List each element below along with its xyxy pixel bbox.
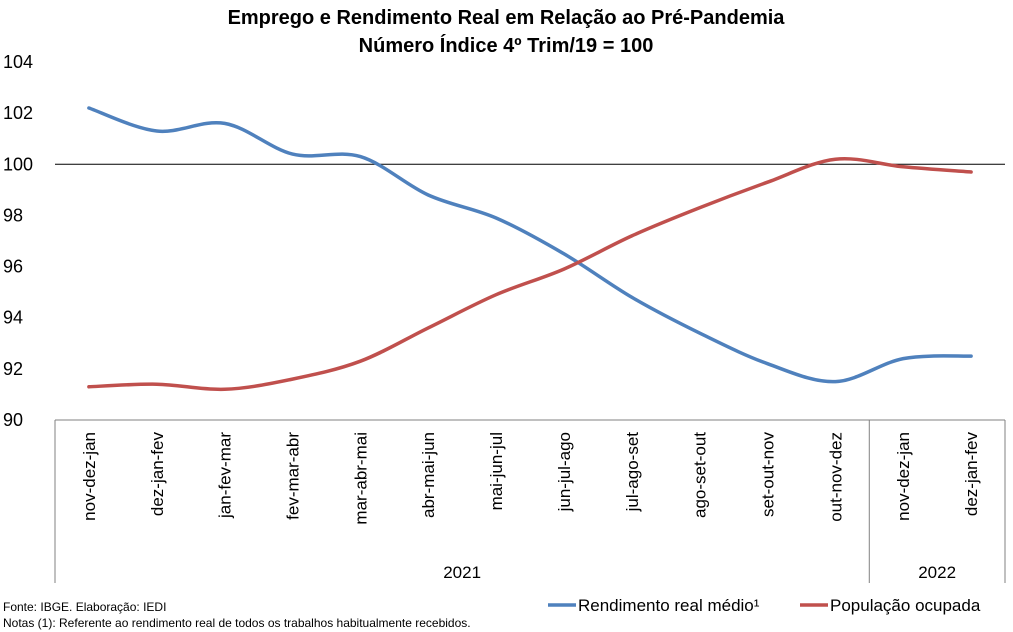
x-tick-label: ago-set-out	[691, 432, 710, 518]
legend-label: Rendimento real médio¹	[578, 596, 760, 615]
x-tick-label: jan-fev-mar	[216, 432, 235, 519]
x-tick-label: jun-jul-ago	[555, 432, 574, 512]
x-tick-label: out-nov-dez	[826, 432, 845, 522]
year-label: 2022	[918, 563, 956, 582]
x-tick-label: nov-dez-jan	[80, 432, 99, 521]
y-tick-label: 100	[3, 154, 33, 174]
x-tick-label: abr-mai-jun	[419, 432, 438, 518]
y-tick-label: 92	[3, 359, 23, 379]
x-tick-label: mar-abr-mai	[351, 432, 370, 525]
series-line-rendimento	[87, 106, 973, 384]
x-tick-label: set-out-nov	[759, 432, 778, 518]
x-tick-label: mai-jun-jul	[487, 432, 506, 510]
series-line-populacao	[87, 156, 973, 392]
x-tick-label: fev-mar-abr	[284, 432, 303, 520]
x-tick-label: nov-dez-jan	[894, 432, 913, 521]
x-tick-label: jul-ago-set	[623, 432, 642, 513]
y-tick-label: 102	[3, 103, 33, 123]
x-tick-label: dez-jan-fev	[962, 432, 981, 517]
y-tick-label: 96	[3, 257, 23, 277]
y-tick-label: 94	[3, 308, 23, 328]
footnote: Notas (1): Referente ao rendimento real …	[3, 616, 471, 630]
chart-title: Emprego e Rendimento Real em Relação ao …	[228, 7, 786, 29]
year-label: 2021	[443, 563, 481, 582]
y-tick-label: 90	[3, 410, 23, 430]
x-tick-label: dez-jan-fev	[148, 432, 167, 517]
source-note: Fonte: IBGE. Elaboração: IEDI	[3, 600, 166, 614]
y-tick-label: 104	[3, 52, 33, 72]
chart-subtitle: Número Índice 4º Trim/19 = 100	[359, 34, 654, 57]
y-tick-label: 98	[3, 205, 23, 225]
legend-label: População ocupada	[830, 596, 981, 615]
